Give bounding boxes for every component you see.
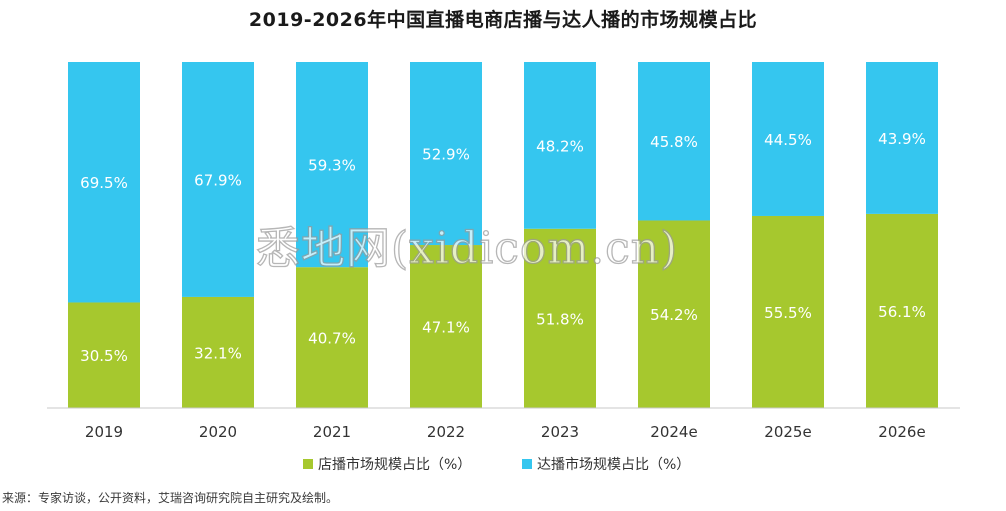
legend-swatch-store (303, 459, 313, 469)
bar-store-share (296, 267, 368, 408)
bar-influencer-share (410, 62, 482, 246)
data-label: 51.8% (536, 310, 584, 328)
x-tick-label: 2026e (878, 423, 925, 441)
data-label: 56.1% (878, 303, 926, 321)
legend-swatch-influencer (522, 459, 532, 469)
data-label: 67.9% (194, 171, 242, 189)
x-tick-label: 2024e (650, 423, 697, 441)
legend: 店播市场规模占比（%） 达播市场规模占比（%） (303, 456, 690, 473)
data-label: 59.3% (308, 157, 356, 175)
watermark: 悉地网(xidicom.cn) (255, 222, 679, 274)
data-label: 52.9% (422, 146, 470, 164)
data-label: 47.1% (422, 319, 470, 337)
bar-store-share (752, 215, 824, 408)
bar-store-share (866, 213, 938, 408)
bar-influencer-share (182, 62, 254, 297)
bar-influencer-share (524, 62, 596, 229)
bar-influencer-share (68, 62, 140, 303)
x-tick-label: 2020 (199, 423, 237, 441)
data-label: 30.5% (80, 347, 128, 365)
x-tick-label: 2022 (427, 423, 465, 441)
data-label: 40.7% (308, 330, 356, 348)
data-label: 45.8% (650, 133, 698, 151)
x-tick-label: 2021 (313, 423, 351, 441)
bar-store-share (182, 296, 254, 408)
bar-store-share (68, 302, 140, 408)
data-label: 69.5% (80, 174, 128, 192)
chart-title: 2019-2026年中国直播电商店播与达人播的市场规模占比 (248, 9, 758, 31)
data-label: 43.9% (878, 130, 926, 148)
bar-influencer-share (638, 62, 710, 221)
x-tick-label: 2025e (764, 423, 811, 441)
data-label: 54.2% (650, 306, 698, 324)
data-label: 55.5% (764, 304, 812, 322)
bar-influencer-share (866, 62, 938, 214)
data-label: 48.2% (536, 137, 584, 155)
x-tick-label: 2023 (541, 423, 579, 441)
source-note: 来源：专家访谈，公开资料，艾瑞咨询研究院自主研究及绘制。 (2, 491, 339, 505)
bar-store-share (410, 245, 482, 408)
data-label: 44.5% (764, 131, 812, 149)
legend-label-influencer: 达播市场规模占比（%） (537, 456, 690, 473)
legend-label-store: 店播市场规模占比（%） (318, 456, 471, 473)
bar-store-share (524, 228, 596, 408)
x-tick-label: 2019 (85, 423, 123, 441)
bar-influencer-share (296, 62, 368, 268)
data-label: 32.1% (194, 344, 242, 362)
bar-store-share (638, 220, 710, 408)
bar-influencer-share (752, 62, 824, 216)
x-tick-labels: 2019 2020 2021 2022 2023 2024e 2025e 2026e (85, 423, 926, 441)
bars-group: 30.5% 69.5% 32.1% 67.9% 40.7% 59.3% 47.1% 52.9%… (68, 62, 938, 408)
